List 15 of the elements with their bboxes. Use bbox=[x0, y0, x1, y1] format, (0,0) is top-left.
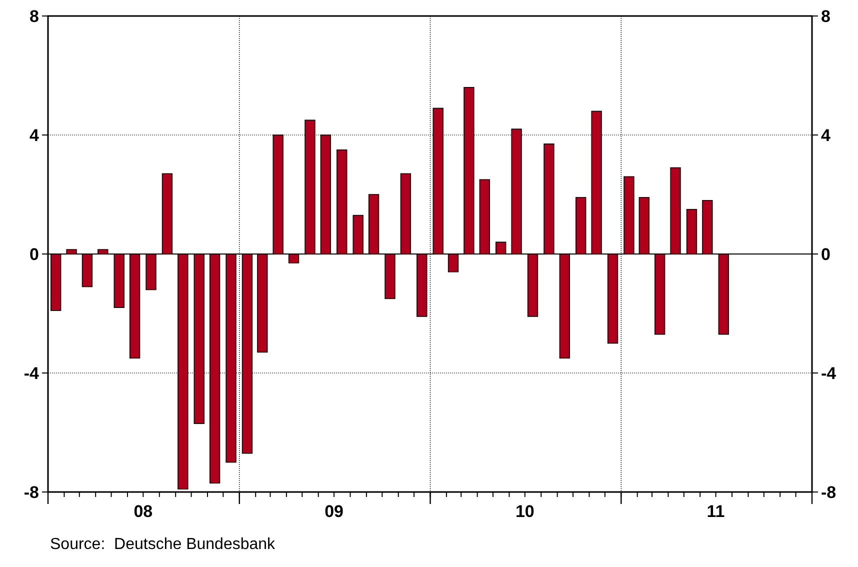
y2-tick-label: -4 bbox=[821, 364, 837, 383]
y-tick-label: 0 bbox=[30, 244, 39, 264]
x-tick-label: 09 bbox=[324, 502, 344, 521]
y-tick-label: 8 bbox=[30, 6, 39, 26]
y2-tick-label: 0 bbox=[821, 244, 830, 264]
source-note: Source: Deutsche Bundesbank bbox=[50, 536, 276, 553]
x-tick-label: 10 bbox=[515, 502, 534, 521]
y2-tick-label: -8 bbox=[821, 482, 836, 502]
y2-tick-label: 8 bbox=[821, 6, 830, 26]
y2-tick-label: 4 bbox=[821, 126, 831, 145]
x-tick-label: 08 bbox=[134, 502, 153, 521]
y-tick-label: 4 bbox=[30, 126, 40, 145]
x-tick-label: 11 bbox=[706, 502, 725, 521]
y-tick-label: -8 bbox=[24, 482, 39, 502]
y-tick-label: -4 bbox=[24, 364, 40, 383]
